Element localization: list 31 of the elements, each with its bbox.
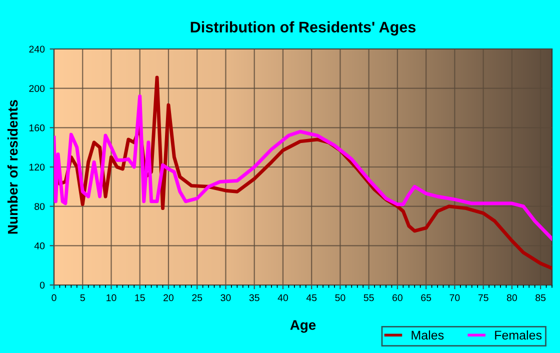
x-axis-title: Age — [290, 320, 316, 333]
x-tick-label: 5 — [80, 294, 85, 302]
x-tick-label: 40 — [278, 294, 288, 302]
y-tick-label: 200 — [29, 85, 45, 92]
y-tick-label: 0 — [40, 282, 45, 289]
legend-label: Males — [412, 330, 444, 340]
x-tick-label: 25 — [192, 294, 202, 302]
y-tick-label: 240 — [29, 46, 45, 53]
y-tick-label: 40 — [34, 242, 45, 250]
x-tick-label: 45 — [306, 294, 317, 302]
y-tick-label: 80 — [34, 203, 45, 210]
x-tick-label: 80 — [506, 294, 517, 302]
line-series — [54, 94, 552, 241]
x-tick-label: 15 — [135, 294, 145, 302]
x-tick-label: 30 — [220, 294, 231, 302]
x-tick-label: 70 — [450, 294, 460, 302]
chart-title: Distribution of Residents' Ages — [190, 21, 416, 36]
x-tick-label: 20 — [164, 294, 174, 302]
x-tick-label: 0 — [52, 294, 56, 302]
x-tick-label: 85 — [536, 294, 546, 302]
y-tick-label: 160 — [29, 124, 45, 132]
x-tick-label: 60 — [392, 294, 402, 302]
x-tick-label: 35 — [249, 294, 260, 302]
legend-label: Females — [495, 330, 542, 340]
x-tick-label: 10 — [106, 294, 116, 302]
x-tick-label: 50 — [335, 294, 346, 302]
y-axis-title: Number of residents — [7, 100, 18, 234]
x-tick-label: 55 — [364, 294, 374, 302]
y-tick-label: 120 — [29, 164, 45, 171]
x-tick-label: 65 — [421, 294, 432, 302]
x-tick-label: 75 — [478, 294, 488, 302]
